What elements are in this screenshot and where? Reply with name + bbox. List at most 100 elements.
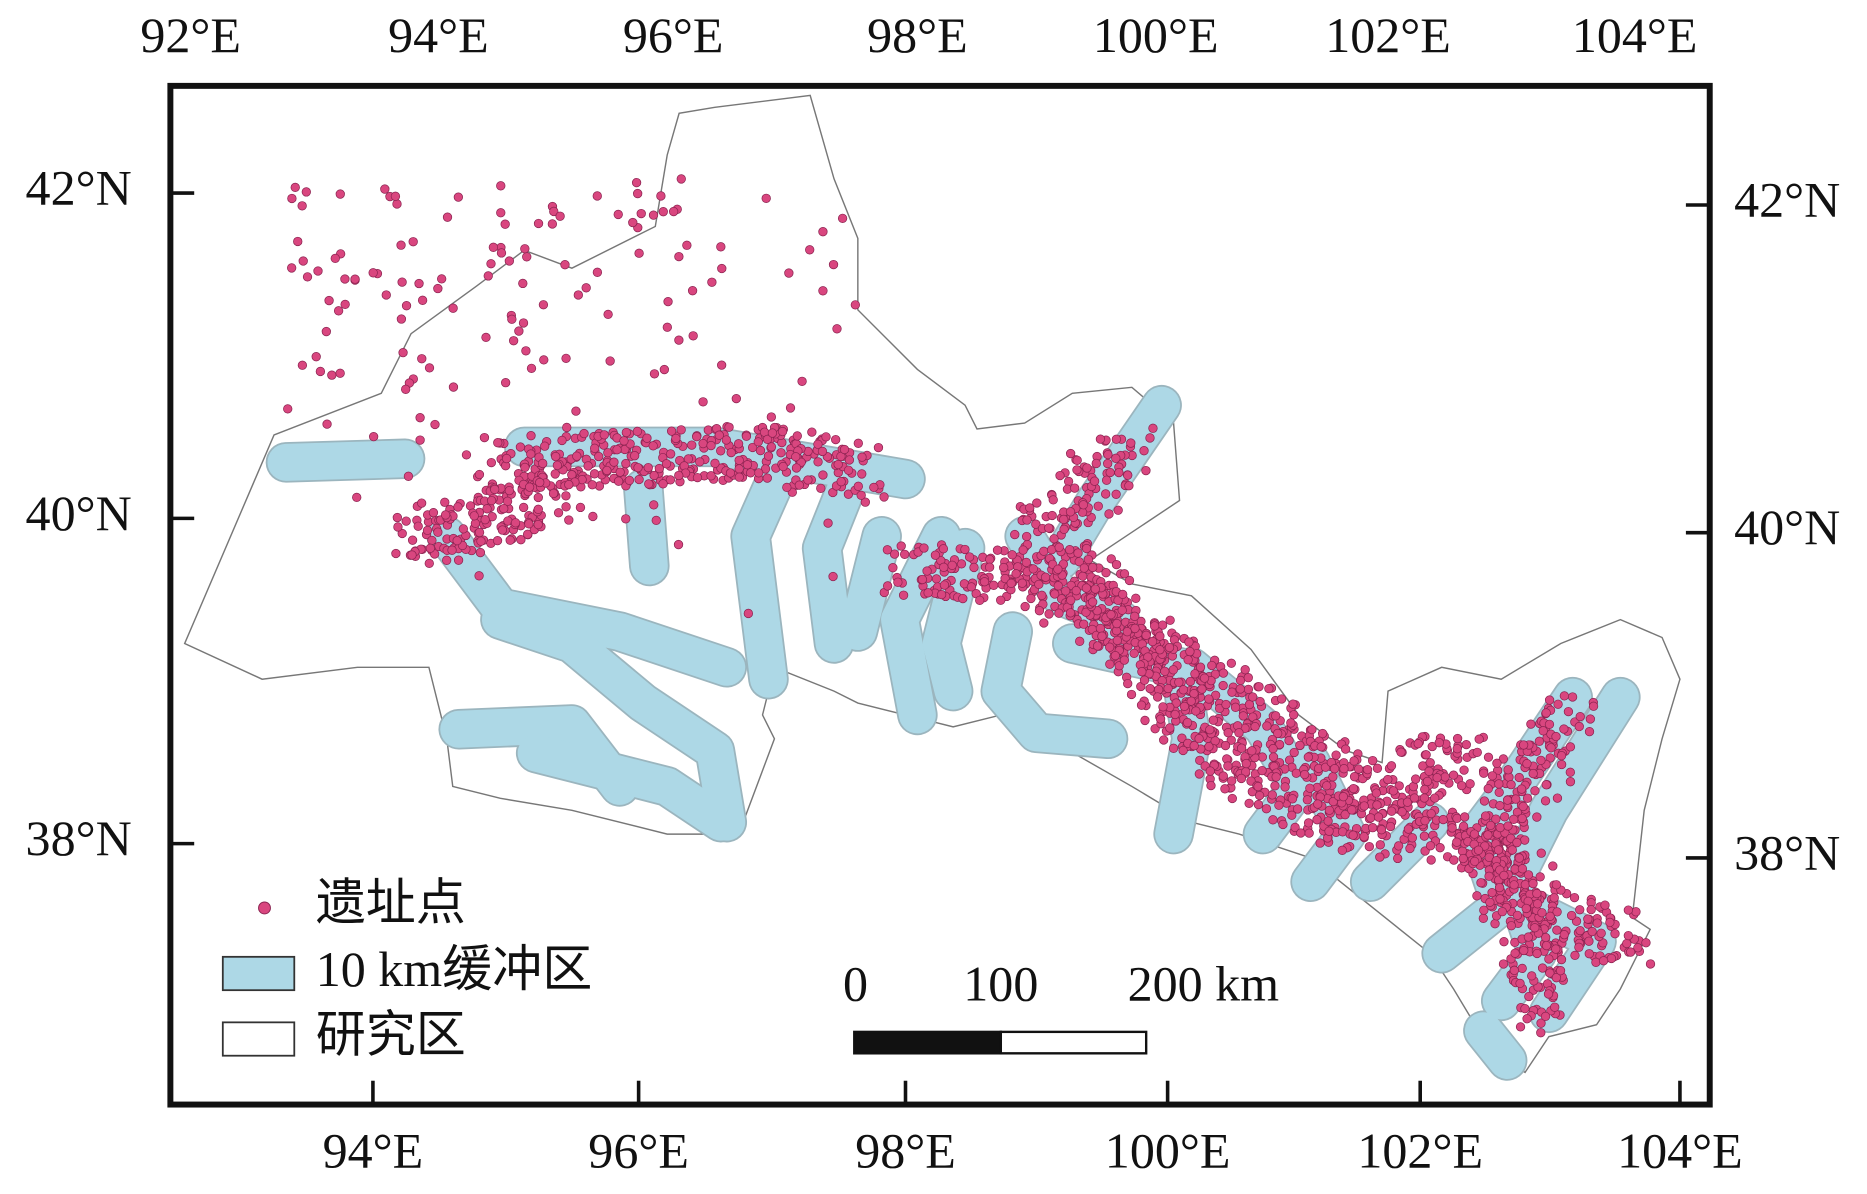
site [1090,584,1100,594]
site [605,356,615,366]
site [1253,799,1264,810]
left-tick-label: 40°N [26,485,132,541]
site [575,502,586,513]
site [791,463,802,473]
site [1126,689,1137,700]
site [828,259,839,270]
site [448,382,459,392]
site [1170,709,1180,720]
site [1158,702,1168,712]
site [1075,636,1085,646]
site [1541,780,1551,790]
site [592,191,602,201]
site [1520,879,1530,890]
site [1243,684,1254,694]
site [1494,787,1504,798]
buffer-zone [517,734,740,841]
site [1095,623,1106,634]
buffer-zone [803,470,865,662]
site [1007,550,1017,560]
site [1148,423,1158,433]
site [1497,907,1507,917]
site [1324,805,1335,815]
site [1551,880,1562,890]
site [1268,744,1278,754]
site [1268,815,1278,825]
site [1536,1028,1546,1038]
site [984,562,995,572]
site [794,480,804,490]
site [1427,741,1437,752]
site [414,278,424,289]
site [889,549,900,559]
site [1032,498,1042,508]
site [469,511,479,521]
site [642,433,652,443]
site [1240,665,1250,675]
site [1633,943,1643,953]
site [706,440,716,451]
site [688,331,698,341]
site [674,335,684,345]
bottom-tick-label: 94°E [323,1122,424,1178]
site [1348,830,1358,840]
site [1349,756,1359,766]
site [1280,782,1290,792]
site [1430,793,1440,803]
site [1372,763,1383,773]
site [1549,893,1559,903]
site [1521,903,1531,914]
site [900,549,910,559]
site [401,384,411,394]
site [1495,894,1505,904]
site [979,577,990,587]
left-tick-label: 42°N [26,160,132,216]
site [1220,784,1230,794]
site [777,426,788,437]
site [515,442,526,452]
site [1168,665,1178,675]
site [1596,928,1606,938]
site [324,295,334,306]
site [1034,579,1044,590]
site [726,447,736,458]
site [496,248,507,258]
site [415,413,425,423]
site [1440,772,1450,782]
site [1606,953,1617,964]
site [1420,816,1430,826]
site [692,472,703,483]
site [1253,781,1263,792]
site [716,446,726,456]
site [440,497,450,507]
site [440,510,451,520]
site [1113,505,1123,515]
site [1295,740,1305,750]
site [493,438,503,448]
site [1130,623,1140,634]
site [1112,635,1122,646]
site [1227,776,1237,786]
site [1160,666,1170,676]
site [1204,694,1214,704]
site [1254,790,1265,801]
site [619,436,629,446]
site [313,266,323,276]
site [1548,861,1558,871]
site [1065,545,1075,555]
site [1432,772,1442,783]
site [1110,650,1120,661]
site [549,206,559,217]
site [486,457,497,468]
site [315,366,326,377]
site [1248,692,1258,702]
site [1262,721,1272,731]
site [1422,776,1433,787]
site [1006,578,1016,588]
site [1517,864,1528,874]
site [1479,768,1489,778]
site [1591,957,1601,967]
site [821,432,831,442]
site [844,455,855,465]
site [1037,590,1047,600]
